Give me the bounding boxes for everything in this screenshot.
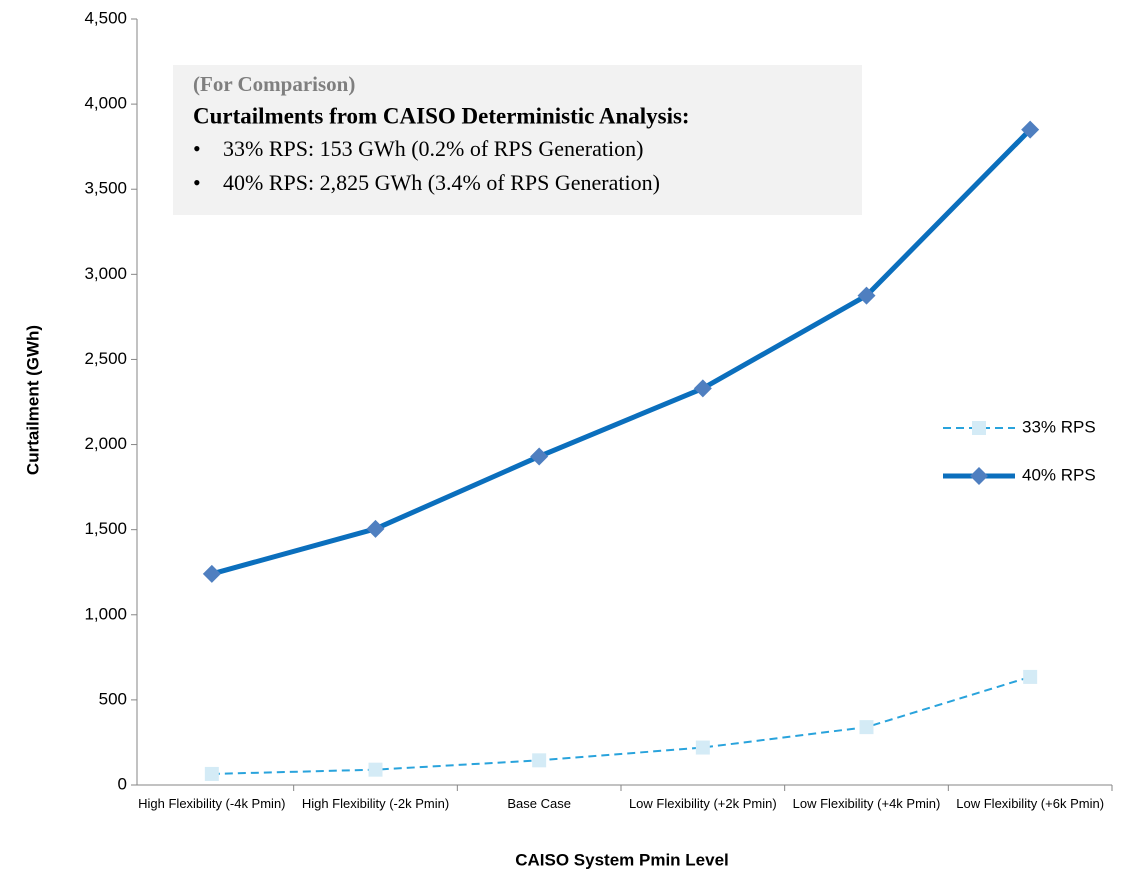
annotation-title: Curtailments from CAISO Deterministic An… [193, 103, 690, 128]
y-tick-label: 4,500 [84, 8, 127, 27]
data-point [366, 519, 385, 538]
annotation-bullet: 33% RPS: 153 GWh (0.2% of RPS Generation… [223, 136, 643, 161]
data-point [202, 564, 221, 583]
data-point [693, 379, 712, 398]
x-axis-title: CAISO System Pmin Level [515, 850, 729, 869]
x-tick-label: Low Flexibility (+2k Pmin) [628, 796, 777, 811]
y-tick-label: 2,000 [84, 434, 127, 453]
x-tick-label: High Flexibility (-4k Pmin) [138, 796, 286, 811]
bullet-dot: • [193, 136, 201, 161]
y-tick-label: 3,000 [84, 264, 127, 283]
data-point [532, 753, 547, 768]
y-tick-label: 4,000 [84, 94, 127, 113]
series-line [211, 127, 1032, 577]
data-point [530, 447, 549, 466]
annotation-box [173, 65, 862, 215]
y-axis-title: Curtailment (GWh) [23, 325, 42, 475]
data-point [857, 286, 876, 305]
legend-label: 33% RPS [1022, 417, 1096, 436]
legend-marker [972, 421, 986, 435]
y-tick-label: 3,500 [84, 179, 127, 198]
annotation-bullet: 40% RPS: 2,825 GWh (3.4% of RPS Generati… [223, 170, 660, 195]
y-tick-label: 0 [118, 774, 127, 793]
data-point [1021, 120, 1040, 139]
x-tick-label: Low Flexibility (+6k Pmin) [956, 796, 1105, 811]
x-tick-label: Base Case [507, 796, 571, 811]
y-tick-label: 2,500 [84, 349, 127, 368]
x-tick-label: Low Flexibility (+4k Pmin) [792, 796, 941, 811]
legend-label: 40% RPS [1022, 465, 1096, 484]
y-tick-label: 1,000 [84, 604, 127, 623]
data-point [1023, 669, 1038, 684]
bullet-dot: • [193, 170, 201, 195]
y-tick-label: 1,500 [84, 519, 127, 538]
data-point [859, 720, 874, 735]
y-tick-label: 500 [99, 689, 127, 708]
annotation-heading: (For Comparison) [193, 72, 355, 96]
data-point [368, 762, 383, 777]
data-point [695, 740, 710, 755]
series-line [211, 675, 1031, 775]
x-tick-label: High Flexibility (-2k Pmin) [301, 796, 450, 811]
legend-marker [970, 467, 988, 485]
data-point [204, 766, 219, 781]
